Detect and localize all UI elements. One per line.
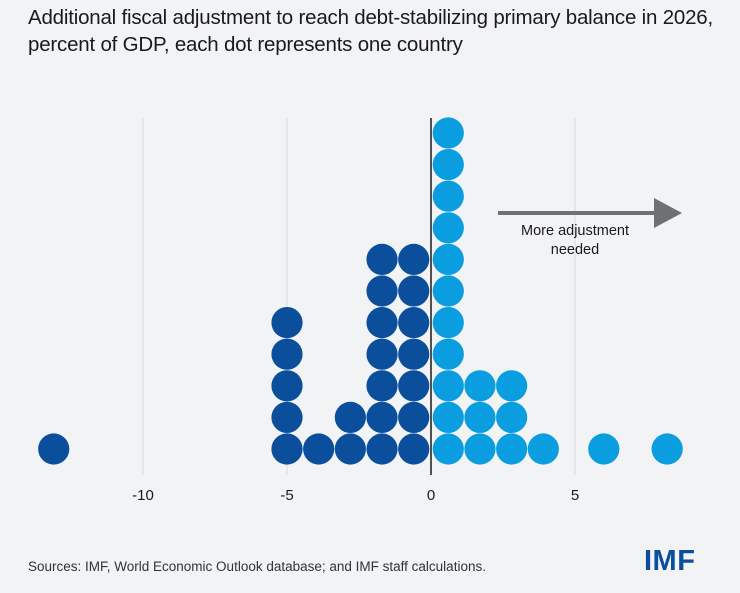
imf-logo: IMF: [644, 545, 696, 577]
country-dot: [366, 307, 398, 339]
source-note: Sources: IMF, World Economic Outlook dat…: [28, 559, 486, 574]
x-tick-label: -10: [132, 487, 154, 504]
country-dot: [432, 307, 464, 339]
country-dot: [527, 433, 559, 465]
annotation-text-line2: needed: [551, 242, 599, 258]
country-dot: [432, 401, 464, 433]
country-dot: [398, 370, 430, 402]
country-dot: [398, 338, 430, 370]
country-dot: [334, 401, 366, 433]
x-tick-labels: -10 -5 0 5: [132, 487, 579, 504]
country-dot: [432, 117, 464, 149]
country-dot: [271, 307, 303, 339]
country-dot: [651, 433, 683, 465]
country-dot: [271, 433, 303, 465]
chart-title: Additional fiscal adjustment to reach de…: [28, 6, 714, 56]
country-dot: [398, 307, 430, 339]
dots: [38, 117, 683, 465]
country-dot: [432, 433, 464, 465]
country-dot: [432, 243, 464, 275]
country-dot: [366, 275, 398, 307]
x-tick-label: -5: [280, 487, 293, 504]
country-dot: [271, 338, 303, 370]
country-dot: [588, 433, 620, 465]
country-dot: [334, 433, 366, 465]
country-dot: [464, 401, 496, 433]
annotation: More adjustment needed: [498, 198, 682, 258]
country-dot: [398, 243, 430, 275]
annotation-text-line1: More adjustment: [521, 223, 629, 239]
country-dot: [432, 370, 464, 402]
country-dot: [464, 370, 496, 402]
country-dot: [398, 401, 430, 433]
country-dot: [496, 401, 528, 433]
country-dot: [398, 433, 430, 465]
country-dot: [432, 180, 464, 212]
country-dot: [432, 149, 464, 181]
country-dot: [366, 433, 398, 465]
x-tick-label: 5: [571, 487, 579, 504]
country-dot: [496, 433, 528, 465]
arrow-right-icon: [654, 198, 682, 228]
country-dot: [432, 212, 464, 244]
country-dot: [496, 370, 528, 402]
country-dot: [398, 275, 430, 307]
country-dot: [366, 243, 398, 275]
country-dot: [464, 433, 496, 465]
country-dot: [271, 401, 303, 433]
country-dot: [38, 433, 70, 465]
country-dot: [366, 401, 398, 433]
country-dot: [432, 275, 464, 307]
country-dot: [303, 433, 335, 465]
x-tick-label: 0: [427, 487, 435, 504]
country-dot: [271, 370, 303, 402]
country-dot: [366, 338, 398, 370]
country-dot: [432, 338, 464, 370]
country-dot: [366, 370, 398, 402]
